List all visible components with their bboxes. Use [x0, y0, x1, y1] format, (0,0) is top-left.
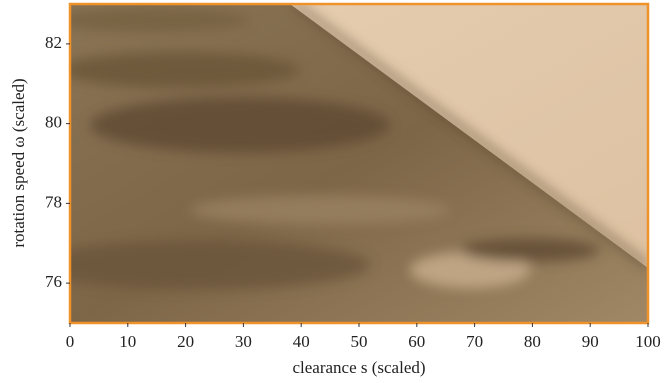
x-tick-label: 100	[635, 332, 661, 351]
y-tick-label: 78	[45, 192, 62, 211]
y-tick-label: 80	[45, 113, 62, 132]
y-tick-label: 82	[45, 33, 62, 52]
x-tick-label: 90	[582, 332, 599, 351]
y-tick-label: 76	[45, 272, 62, 291]
x-axis-label: clearance s (scaled)	[292, 358, 425, 377]
x-tick-label: 30	[235, 332, 252, 351]
y-axis-label: rotation speed ω (scaled)	[9, 78, 28, 247]
x-tick-label: 60	[408, 332, 425, 351]
x-tick-label: 70	[466, 332, 483, 351]
x-tick-label: 0	[66, 332, 75, 351]
x-tick-label: 10	[119, 332, 136, 351]
x-tick-label: 40	[293, 332, 310, 351]
x-tick-label: 50	[351, 332, 368, 351]
x-tick-label: 80	[524, 332, 541, 351]
image-texture	[70, 4, 648, 323]
x-tick-label: 20	[177, 332, 194, 351]
